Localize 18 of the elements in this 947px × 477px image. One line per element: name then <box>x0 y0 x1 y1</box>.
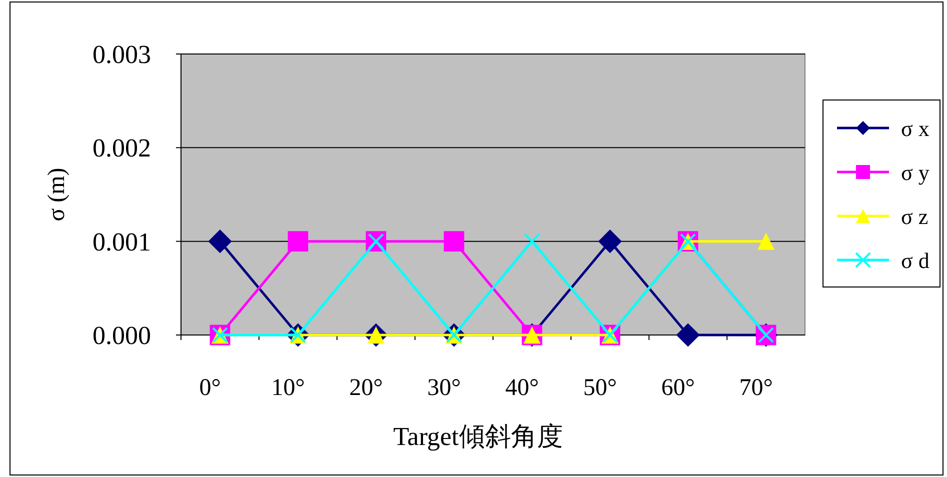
legend-label: σ d <box>901 248 930 273</box>
x-tick-label: 10° <box>271 375 305 401</box>
y-tick-label: 0.001 <box>92 227 151 256</box>
x-tick-label: 70° <box>739 375 773 401</box>
legend-label: σ z <box>901 204 928 229</box>
x-tick-label: 30° <box>427 375 461 401</box>
legend-label: σ y <box>901 160 930 185</box>
y-tick-label: 0.003 <box>92 40 151 69</box>
y-tick-label: 0.002 <box>92 134 151 163</box>
y-axis-title: σ (m) <box>44 168 70 222</box>
legend-label: σ x <box>901 116 930 141</box>
y-tick-label: 0.000 <box>92 321 151 350</box>
x-tick-label: 0° <box>199 375 221 401</box>
x-tick-label: 20° <box>349 375 383 401</box>
x-axis-title: Target傾斜角度 <box>393 422 563 451</box>
x-tick-label: 40° <box>505 375 539 401</box>
x-tick-label: 50° <box>583 375 617 401</box>
x-tick-label: 60° <box>661 375 695 401</box>
